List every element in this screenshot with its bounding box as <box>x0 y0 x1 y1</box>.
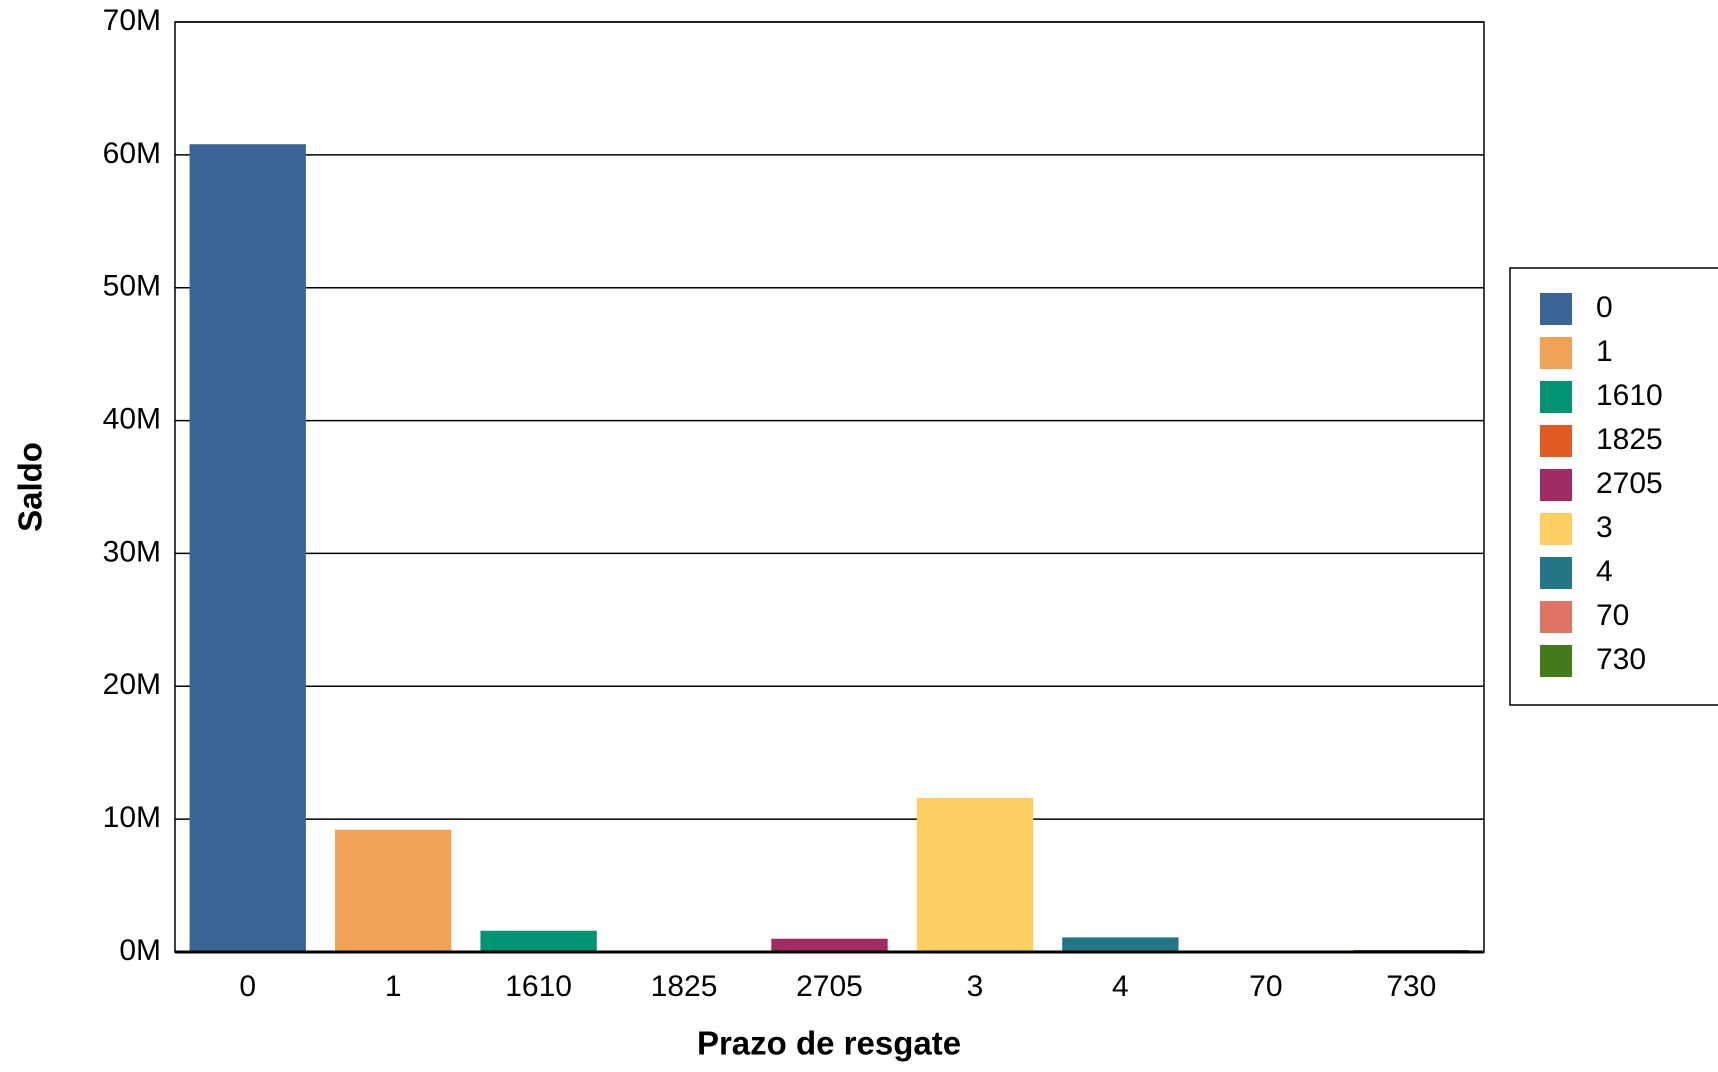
bar <box>334 829 452 952</box>
bar <box>771 938 888 952</box>
legend-label: 1825 <box>1596 423 1663 456</box>
y-tick-label: 20M <box>103 668 161 701</box>
x-tick-label: 70 <box>1249 970 1282 1003</box>
x-tick-label: 1 <box>385 970 402 1003</box>
x-tick-label: 1610 <box>505 970 572 1003</box>
bar <box>189 144 306 952</box>
x-tick-label: 0 <box>239 970 256 1003</box>
y-tick-label: 10M <box>103 801 161 834</box>
x-tick-label: 3 <box>967 970 984 1003</box>
y-tick-label: 0M <box>119 934 161 967</box>
y-tick-label: 40M <box>103 402 161 435</box>
x-tick-label: 1825 <box>651 970 718 1003</box>
legend-swatch <box>1540 513 1572 545</box>
legend-label: 70 <box>1596 599 1629 632</box>
legend-label: 4 <box>1596 555 1613 588</box>
legend-label: 2705 <box>1596 467 1663 500</box>
bar <box>916 797 1034 952</box>
legend-label: 3 <box>1596 511 1613 544</box>
y-tick-label: 50M <box>103 270 161 303</box>
x-tick-label: 2705 <box>796 970 863 1003</box>
y-tick-label: 70M <box>103 4 161 37</box>
legend-label: 0 <box>1596 291 1613 324</box>
legend-swatch <box>1540 425 1572 457</box>
legend-swatch <box>1540 337 1572 369</box>
legend-label: 1 <box>1596 335 1613 368</box>
legend-swatch <box>1540 601 1572 633</box>
legend-swatch <box>1540 469 1572 501</box>
legend-swatch <box>1540 293 1572 325</box>
y-tick-label: 60M <box>103 137 161 170</box>
legend-label: 730 <box>1596 643 1646 676</box>
y-axis-title: Saldo <box>12 442 49 532</box>
legend-swatch <box>1540 381 1572 413</box>
legend-label: 1610 <box>1596 379 1663 412</box>
legend-swatch <box>1540 645 1572 677</box>
legend-swatch <box>1540 557 1572 589</box>
x-axis-title: Prazo de resgate <box>697 1025 961 1062</box>
bar <box>1062 937 1179 952</box>
plot-frame <box>174 21 1485 953</box>
x-tick-label: 4 <box>1112 970 1129 1003</box>
x-tick-label: 730 <box>1386 970 1436 1003</box>
y-tick-label: 30M <box>103 535 161 568</box>
bar <box>480 930 597 952</box>
